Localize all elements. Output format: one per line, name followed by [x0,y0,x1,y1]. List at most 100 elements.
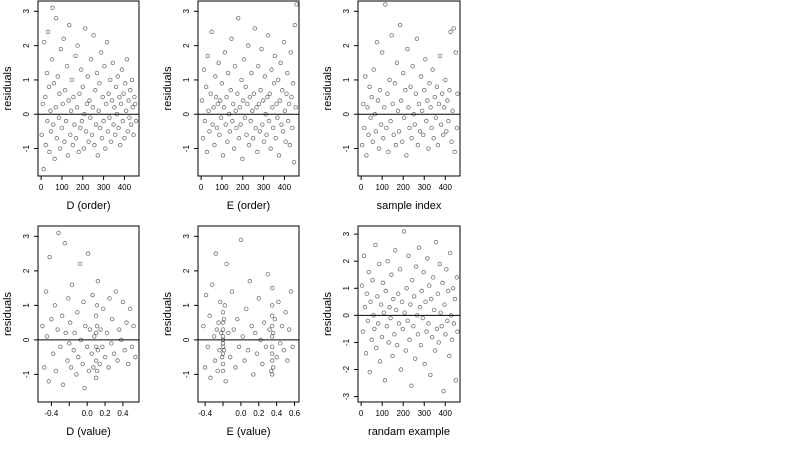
data-point [442,302,447,307]
data-point [225,70,231,76]
data-point [371,313,376,318]
data-point [233,108,238,114]
data-point [240,98,246,103]
data-point [269,67,274,72]
data-point [269,313,275,318]
data-point [48,129,54,134]
x-tick-label: 0.2 [253,409,265,418]
data-point [80,84,85,89]
data-point [78,125,83,131]
data-point [402,310,407,315]
y-tick-label: -3 [342,392,351,400]
data-point [377,261,382,267]
data-point [279,323,285,329]
data-point [238,237,244,243]
data-point [235,91,240,96]
data-point [256,101,262,107]
data-point [451,321,457,326]
data-point [376,146,382,151]
x-tick-label: 0 [199,183,204,192]
x-tick-label: 0 [359,183,364,192]
data-point [416,101,422,107]
y-tick-label: 1 [182,303,191,308]
data-point [363,74,368,79]
data-point [455,91,460,96]
data-point [397,22,403,28]
data-point [409,136,414,141]
data-point [278,60,283,65]
data-point [404,286,409,291]
data-point [440,280,445,286]
data-point [40,323,45,329]
data-point [73,136,79,141]
y-tick-label: 0 [342,313,351,318]
data-point [49,57,55,62]
data-point [82,385,87,391]
data-point [435,291,441,296]
data-point [210,282,215,287]
data-point [446,118,451,124]
data-point [201,67,207,72]
data-point [91,365,96,370]
data-point [240,334,245,339]
data-point [217,348,222,353]
data-point [426,146,431,151]
data-point [380,280,386,286]
data-point [58,46,64,52]
data-point [126,98,131,103]
y-tick-label: 2 [342,43,351,48]
data-point [257,129,263,134]
data-point [254,105,259,110]
data-point [83,129,89,134]
data-point [365,318,371,323]
data-point [396,129,402,134]
data-point [213,74,218,79]
data-point [288,50,293,55]
data-point [207,129,212,134]
data-point [400,326,405,332]
data-point [59,125,65,131]
data-point [220,337,226,343]
data-point [448,29,453,35]
data-point [66,98,71,103]
data-point [431,136,436,141]
data-point [394,307,399,313]
y-tick-label: 3 [182,9,191,14]
data-point [441,388,446,394]
y-axis-title: residuals [2,291,14,336]
data-point [269,334,275,339]
data-point [255,149,260,155]
data-point [271,81,277,86]
data-point [60,101,65,107]
x-tick-label: -0.4 [198,409,212,418]
data-point [444,129,449,134]
data-point [375,294,380,299]
data-point [131,132,136,138]
data-point [414,313,420,318]
data-point [111,351,117,356]
data-point [425,98,430,103]
data-point [281,39,287,45]
data-point [410,63,415,69]
data-point [122,348,127,353]
data-point [63,118,69,124]
y-tick-label: 0 [22,111,31,116]
data-point [103,146,108,151]
data-point [232,63,238,69]
data-point [63,330,68,336]
x-tick-label: 200 [397,183,411,192]
x-tick-label: 100 [215,183,229,192]
data-point [388,315,393,321]
data-point [359,283,365,288]
data-point [262,74,268,79]
data-point [453,50,458,55]
data-point [45,29,51,35]
data-point [279,122,284,127]
data-point [364,153,369,158]
data-point [269,358,275,363]
data-point [294,2,299,7]
y-tick-label: 0 [342,111,351,116]
data-point [121,91,126,96]
data-point [50,5,55,11]
data-point [112,105,117,110]
